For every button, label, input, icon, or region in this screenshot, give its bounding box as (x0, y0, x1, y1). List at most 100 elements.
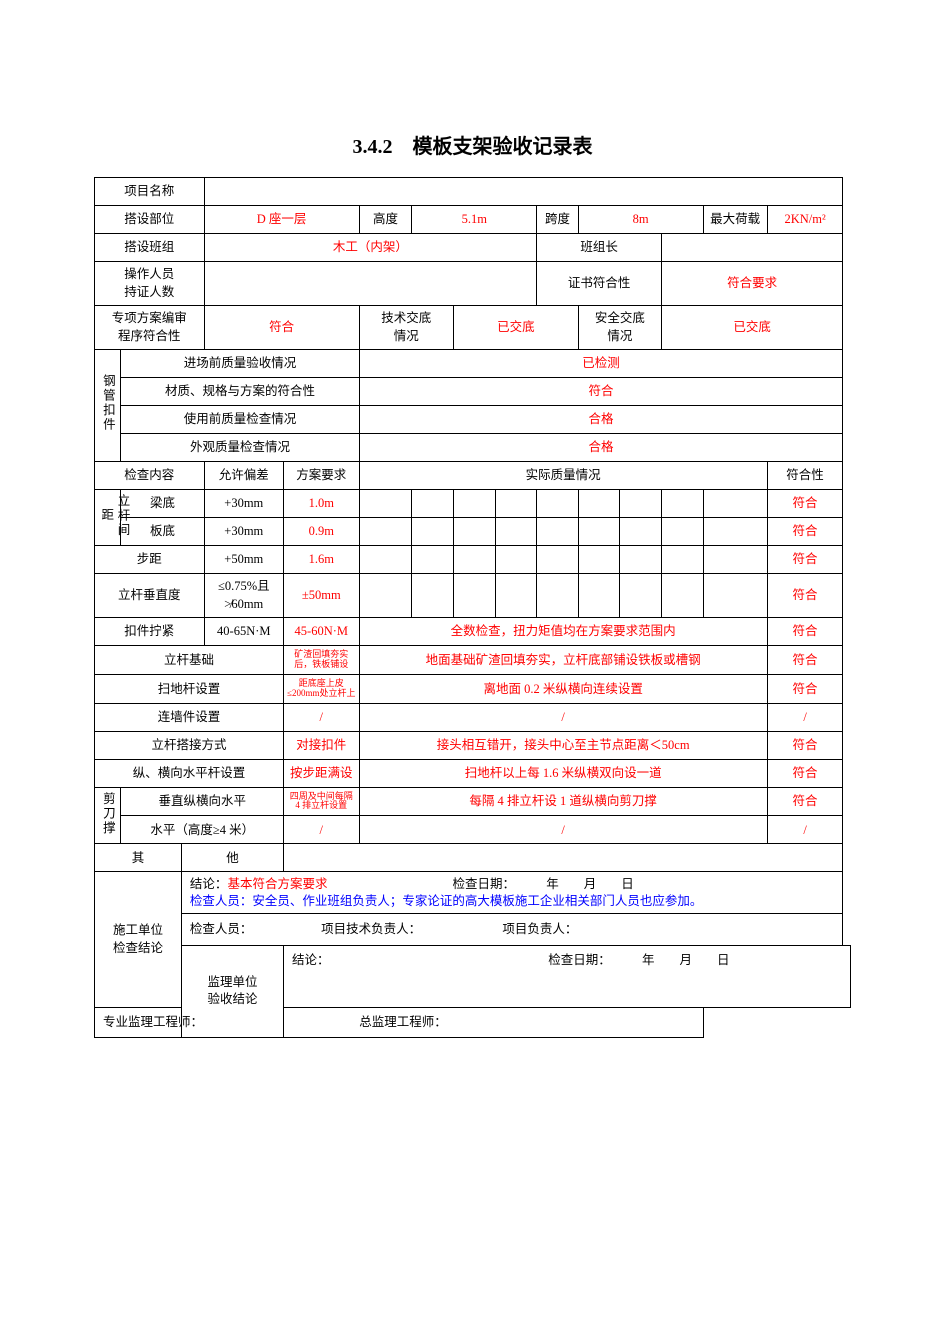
vert-c3: ±50mm (283, 574, 359, 618)
wall-c4: / (767, 703, 843, 731)
base-c3: 地面基础矿渣回填夯实，立杆底部铺设铁板或槽钢 (359, 646, 767, 675)
label-span: 跨度 (537, 206, 579, 234)
supervision-line1: 结论： 检查日期： 年 月 日 (283, 945, 850, 1007)
value-span: 8m (578, 206, 703, 234)
label-safety-brief: 安全交底情况 (578, 306, 661, 350)
value-operators (204, 262, 537, 306)
pole-r2-m4 (495, 518, 537, 546)
pole-r2-c4: 符合 (767, 518, 843, 546)
ground-c1: 扫地杆设置 (95, 674, 284, 703)
vert-m1 (359, 574, 412, 618)
vert-m3 (454, 574, 496, 618)
value-tech-brief: 已交底 (454, 306, 579, 350)
label-height: 高度 (359, 206, 412, 234)
vert-m9 (703, 574, 767, 618)
scissor-r2-c4: / (767, 816, 843, 844)
splice-c3: 接头相互错开，接头中心至主节点距离＜50cm (359, 731, 767, 759)
value-team: 木工（内架） (204, 234, 537, 262)
vert-c2: ≤0.75%且≯60mm (204, 574, 283, 618)
label-operators: 操作人员持证人数 (95, 262, 205, 306)
hdr-content: 检查内容 (95, 462, 205, 490)
pole-r1-m3 (454, 490, 496, 518)
value-scheme: 符合 (204, 306, 359, 350)
ground-c3: 离地面 0.2 米纵横向连续设置 (359, 674, 767, 703)
step-m7 (620, 546, 662, 574)
label-teamleader: 班组长 (537, 234, 662, 262)
hdr-requirement: 方案要求 (283, 462, 359, 490)
label-scheme: 专项方案编审程序符合性 (95, 306, 205, 350)
pole-r2-m6 (578, 518, 620, 546)
supervision-line2: 专业监理工程师： 总监理工程师： (95, 1007, 704, 1037)
pole-r1-m1 (359, 490, 412, 518)
step-c1: 步距 (95, 546, 205, 574)
label-team: 搭设班组 (95, 234, 205, 262)
steel-r1-val: 已检测 (359, 350, 843, 378)
torque-c3: 45-60N·M (283, 618, 359, 646)
step-m6 (578, 546, 620, 574)
scissor-r2-c3: / (359, 816, 767, 844)
base-c4: 符合 (767, 646, 843, 675)
label-scissor: 剪刀撑 (95, 787, 121, 844)
value-safety-brief: 已交底 (661, 306, 842, 350)
splice-c1: 立杆搭接方式 (95, 731, 284, 759)
pole-r1-c2: +30mm (204, 490, 283, 518)
label-project-name: 项目名称 (95, 178, 205, 206)
torque-c1: 扣件拧紧 (95, 618, 205, 646)
hdr-compliance: 符合性 (767, 462, 843, 490)
other-c1: 其 (95, 844, 182, 872)
step-m1 (359, 546, 412, 574)
steel-r2-label: 材质、规格与方案的符合性 (121, 378, 359, 406)
pole-r2-m3 (454, 518, 496, 546)
hdr-tolerance: 允许偏差 (204, 462, 283, 490)
label-position: 搭设部位 (95, 206, 205, 234)
pole-r2-c1: 板底 (121, 518, 204, 546)
other-c2: 他 (181, 844, 283, 872)
pole-r1-m4 (495, 490, 537, 518)
construction-line12: 结论：基本符合方案要求 检查日期： 年 月 日 检查人员：安全员、作业班组负责人… (181, 872, 842, 914)
torque-c4: 全数检查，扭力矩值均在方案要求范围内 (359, 618, 767, 646)
step-m5 (537, 546, 579, 574)
construction-line3: 检查人员： 项目技术负责人： 项目负责人： (181, 913, 842, 945)
value-position: D 座一层 (204, 206, 359, 234)
label-construction-conclusion: 施工单位检查结论 (95, 872, 182, 1008)
step-c4: 符合 (767, 546, 843, 574)
vert-c4: 符合 (767, 574, 843, 618)
vert-m2 (412, 574, 454, 618)
steel-r4-label: 外观质量检查情况 (121, 434, 359, 462)
step-c3: 1.6m (283, 546, 359, 574)
pole-r1-c4: 符合 (767, 490, 843, 518)
wall-c2: / (283, 703, 359, 731)
pole-r1-m5 (537, 490, 579, 518)
pole-r1-m2 (412, 490, 454, 518)
horiz-c2: 按步距满设 (283, 759, 359, 787)
hdr-actual: 实际质量情况 (359, 462, 767, 490)
splice-c4: 符合 (767, 731, 843, 759)
base-c1: 立杆基础 (95, 646, 284, 675)
pole-r2-m1 (359, 518, 412, 546)
splice-c2: 对接扣件 (283, 731, 359, 759)
horiz-c3: 扫地杆以上每 1.6 米纵横双向设一道 (359, 759, 767, 787)
scissor-r1-c3: 每隔 4 排立杆设 1 道纵横向剪刀撑 (359, 787, 767, 816)
vert-m6 (578, 574, 620, 618)
step-c2: +50mm (204, 546, 283, 574)
wall-c1: 连墙件设置 (95, 703, 284, 731)
pole-r1-c1: 梁底 (121, 490, 204, 518)
horiz-c1: 纵、横向水平杆设置 (95, 759, 284, 787)
vert-m4 (495, 574, 537, 618)
vert-c1: 立杆垂直度 (95, 574, 205, 618)
step-m9 (703, 546, 767, 574)
pole-r2-m5 (537, 518, 579, 546)
pole-r2-m8 (661, 518, 703, 546)
value-project-name (204, 178, 843, 206)
ground-c2: 距底座上皮≤200mm处立杆上 (283, 674, 359, 703)
label-tech-brief: 技术交底情况 (359, 306, 453, 350)
steel-r3-val: 合格 (359, 406, 843, 434)
steel-r2-val: 符合 (359, 378, 843, 406)
label-cert: 证书符合性 (537, 262, 662, 306)
pole-r1-m8 (661, 490, 703, 518)
ground-c4: 符合 (767, 674, 843, 703)
wall-c3: / (359, 703, 767, 731)
steel-r3-label: 使用前质量检查情况 (121, 406, 359, 434)
base-c2: 矿渣回填夯实后，铁板铺设 (283, 646, 359, 675)
pole-r2-c2: +30mm (204, 518, 283, 546)
